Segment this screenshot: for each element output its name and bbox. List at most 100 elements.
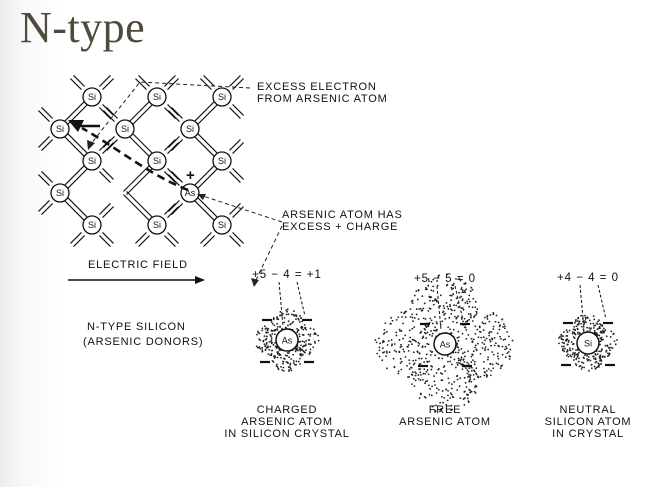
charge-dot xyxy=(599,340,602,343)
charge-dot xyxy=(488,320,491,323)
charge-dot xyxy=(606,345,609,348)
charge-dot xyxy=(411,343,413,346)
charge-dot xyxy=(434,409,436,412)
charge-dot xyxy=(454,366,457,369)
bond-stub xyxy=(164,203,176,215)
charge-dot xyxy=(595,366,598,369)
charge-dot xyxy=(273,355,276,357)
charge-dot xyxy=(466,397,469,400)
charge-dot xyxy=(420,373,422,376)
charge-dot xyxy=(286,308,289,311)
charge-dot xyxy=(487,368,490,370)
charge-dot xyxy=(429,354,432,356)
panel-caption-line: ARSENIC ATOM xyxy=(399,416,491,428)
charge-dot xyxy=(610,346,612,349)
charge-dot xyxy=(300,344,302,347)
charge-dot xyxy=(398,328,401,331)
charge-dot xyxy=(418,343,421,345)
charge-dot xyxy=(593,324,596,327)
charge-dot xyxy=(292,310,295,313)
charge-dot xyxy=(493,344,496,347)
charge-dot xyxy=(561,335,563,338)
charge-equation: +5 − 5 = 0 xyxy=(414,273,476,285)
charge-dot xyxy=(608,346,610,349)
charge-dot xyxy=(381,347,384,350)
charge-dot xyxy=(416,351,419,354)
charge-dot xyxy=(423,302,426,305)
charge-dot xyxy=(586,326,588,329)
charge-dot xyxy=(439,401,442,404)
charge-dot xyxy=(449,356,452,358)
charge-dot xyxy=(424,357,427,360)
charge-dot xyxy=(573,353,576,355)
charge-dot xyxy=(413,294,416,297)
charge-dot xyxy=(431,405,434,408)
panel-atom-circle xyxy=(275,328,299,352)
charge-dot xyxy=(385,330,388,333)
charge-dot xyxy=(468,380,471,383)
charge-dot xyxy=(462,308,465,311)
charge-dot xyxy=(441,320,444,323)
charge-dot xyxy=(289,362,292,365)
charge-dot xyxy=(472,297,475,300)
charge-dot xyxy=(439,410,441,413)
charge-dot xyxy=(457,336,460,339)
charge-dot xyxy=(576,320,579,322)
charge-dot xyxy=(273,357,276,359)
charge-dot xyxy=(442,305,445,307)
charge-dot xyxy=(468,294,471,297)
atom-label: As xyxy=(185,188,196,198)
charge-dot xyxy=(565,354,568,357)
charge-dot xyxy=(414,379,417,382)
charge-dot xyxy=(604,329,607,331)
charge-dot xyxy=(256,346,259,349)
charge-dot xyxy=(407,345,409,348)
charge-dot xyxy=(595,360,598,363)
charge-dot xyxy=(464,381,467,384)
bond-stub xyxy=(106,139,118,151)
charge-dot xyxy=(457,359,460,362)
callout-charge-arrowhead xyxy=(197,194,206,200)
charge-dot xyxy=(473,360,476,363)
charge-dot xyxy=(284,354,287,357)
charge-dot xyxy=(492,328,495,330)
charge-dot xyxy=(460,347,463,350)
charge-dot xyxy=(276,356,279,359)
bond-stub xyxy=(99,235,111,247)
bond-stub xyxy=(99,75,111,87)
charge-dot xyxy=(593,318,596,321)
charge-dot xyxy=(469,316,472,319)
charge-dot xyxy=(440,379,443,381)
bond-stub xyxy=(203,75,215,87)
charge-dot xyxy=(313,333,316,335)
charge-dot xyxy=(599,356,602,359)
bond-stub xyxy=(167,206,179,218)
callout-charge-line2: EXCESS + CHARGE xyxy=(282,221,398,233)
charge-dot xyxy=(573,331,576,334)
charge-dot xyxy=(449,397,452,399)
lattice-atom-si: Si xyxy=(147,151,167,171)
charge-dot xyxy=(411,313,413,316)
panel-caption-line: ARSENIC ATOM xyxy=(241,416,333,428)
charge-dot xyxy=(276,325,279,328)
charge-dot xyxy=(491,338,494,341)
charge-dot xyxy=(490,331,493,333)
charge-dot xyxy=(409,308,412,311)
bond-stub xyxy=(164,235,176,247)
charge-dot xyxy=(470,380,473,383)
charge-dot xyxy=(489,340,492,343)
charge-dot xyxy=(456,342,459,345)
charge-dot xyxy=(270,342,273,345)
charge-dot xyxy=(465,320,467,323)
charge-dot xyxy=(479,330,481,333)
charge-dot xyxy=(421,295,424,297)
charge-dot xyxy=(291,322,294,324)
charge-dot xyxy=(607,352,609,355)
charge-dot xyxy=(453,304,455,307)
charge-dot xyxy=(303,323,306,326)
charge-dot xyxy=(572,336,575,338)
bond-stub xyxy=(38,110,50,122)
charge-dot xyxy=(266,328,269,331)
charge-dot xyxy=(282,362,284,365)
